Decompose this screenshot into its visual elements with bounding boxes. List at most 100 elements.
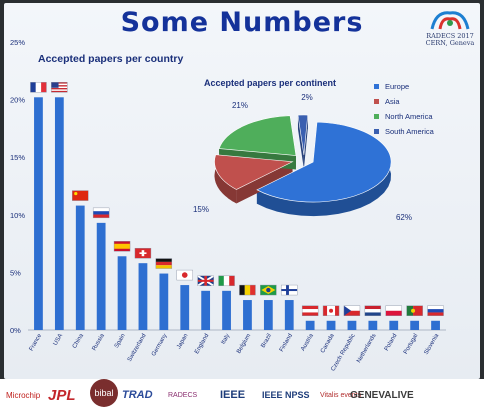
legend-label: North America (385, 112, 433, 121)
flag-poland-icon (385, 305, 402, 316)
x-tick-label: England (194, 333, 210, 355)
sponsor-logo: RADECS (168, 391, 198, 399)
legend-item: Asia (374, 94, 434, 109)
x-tick-label: Czech Republic (330, 333, 356, 372)
y-tick-label: 10% (10, 211, 25, 220)
x-tick-label: Germany (151, 333, 169, 357)
flag-canada-icon (322, 305, 340, 316)
sponsor-logo: IEEE (220, 389, 246, 401)
bar-england (201, 290, 211, 330)
y-tick-label: 0% (10, 326, 21, 335)
bar-germany (159, 273, 169, 330)
flag-france-icon (30, 82, 47, 93)
sponsor-logo: JPL (48, 386, 76, 404)
flag-slovenia-icon (427, 305, 444, 316)
x-tick-label: Poland (384, 333, 399, 352)
x-tick-label: Russia (92, 332, 107, 351)
flag-usa-icon (51, 82, 68, 93)
x-tick-label: Belgium (236, 333, 252, 355)
flag-japan-icon (176, 269, 193, 281)
flag-brazil-icon (260, 284, 277, 296)
bar-france (34, 97, 43, 331)
pie-value-label: 15% (193, 205, 209, 214)
x-tick-label: Switzerland (127, 333, 148, 363)
sponsor-logo: GENEVALIVE (350, 389, 414, 401)
bar-belgium (243, 300, 252, 330)
bar-poland (389, 320, 399, 330)
sponsor-logo: Vitalis events (320, 391, 362, 399)
bar-switzerland (138, 263, 148, 330)
legend-swatch (374, 99, 379, 104)
x-tick-label: China (72, 332, 85, 349)
flag-england-icon (197, 274, 215, 287)
legend-swatch (374, 114, 379, 119)
flag-belgium-icon (239, 284, 256, 296)
bar-spain (117, 256, 127, 330)
pie-value-label: 2% (301, 93, 313, 102)
bar-chart-title: Accepted papers per country (38, 53, 184, 65)
pie-chart-title: Accepted papers per continent (204, 78, 337, 88)
sponsor-logo: Microchip (6, 390, 41, 400)
bar-japan (180, 285, 190, 330)
pie-slice-europe (256, 121, 392, 203)
flag-italy-icon (218, 275, 235, 287)
logo-line-1: RADECS 2017 (426, 32, 474, 40)
logo-text: RADECS 2017 CERN, Geneva (420, 33, 480, 47)
bar-russia (96, 222, 106, 330)
flag-finland-icon (281, 284, 298, 296)
x-tick-label: Canada (320, 332, 336, 354)
x-tick-label: USA (53, 333, 64, 347)
y-tick-label: 15% (10, 153, 25, 162)
bar-italy (222, 290, 231, 330)
x-tick-label: Austria (300, 332, 315, 352)
bar-brazil (263, 300, 273, 330)
x-tick-label: Portugal (403, 333, 419, 355)
y-tick-label: 20% (10, 96, 25, 105)
slide-title: Some Numbers (120, 7, 364, 38)
flag-russia-icon (92, 207, 110, 219)
bar-netherlands (368, 320, 378, 330)
bar-slovenia (431, 320, 440, 330)
flag-portugal-icon (406, 305, 423, 316)
x-tick-label: Brazil (260, 333, 273, 349)
bar-austria (305, 320, 315, 330)
pie-value-label: 62% (396, 213, 412, 222)
chart-canvas: 0% 5% 10% 15% 20% 25% France USA China Russia Spai… (10, 38, 446, 372)
y-tick-label: 5% (10, 268, 21, 277)
flag-switzerland-icon (134, 247, 152, 259)
x-tick-label: France (29, 332, 44, 352)
x-tick-label: Japan (176, 333, 189, 350)
flag-spain-icon (113, 241, 131, 252)
x-tick-label: Slovenia (424, 332, 441, 356)
bar-czech-republic (347, 320, 357, 330)
x-tick-label: Italy (221, 333, 232, 346)
legend-swatch (374, 129, 379, 134)
bar-china (75, 205, 85, 330)
flag-china-icon (72, 190, 89, 201)
bar-canada (326, 320, 336, 330)
sponsor-logo: bibal (90, 379, 118, 407)
x-tick-label: Spain (114, 333, 127, 349)
pie-legend: Europe Asia North America South America (374, 79, 434, 139)
logo-line-2: CERN, Geneva (425, 39, 475, 47)
flag-germany-icon (155, 258, 173, 269)
legend-item: North America (374, 109, 434, 124)
flag-netherlands-icon (364, 305, 382, 316)
pie-slice-asia (214, 154, 294, 190)
pie-slice-north-america (218, 115, 297, 156)
radecs-logo (424, 5, 476, 53)
y-tick-label: 25% (10, 38, 25, 47)
x-tick-label: Finland (279, 333, 294, 353)
legend-label: Europe (385, 82, 410, 91)
pie-wall-asia (214, 154, 237, 204)
bar-usa (54, 97, 64, 331)
sponsor-logo: TRAD (122, 389, 153, 401)
legend-swatch (374, 84, 379, 89)
bar-finland (284, 300, 294, 330)
sponsor-bar: Microchip JPL bibal TRAD RADECS IEEE IEEE NPSS… (0, 379, 484, 411)
sponsor-logo: IEEE NPSS (262, 390, 310, 400)
slide: 0% 5% 10% 15% 20% 25% France USA China Russia Spai… (4, 3, 480, 379)
legend-item: South America (374, 124, 434, 139)
pie-value-label: 21% (232, 101, 248, 110)
flag-austria-icon (301, 305, 319, 316)
